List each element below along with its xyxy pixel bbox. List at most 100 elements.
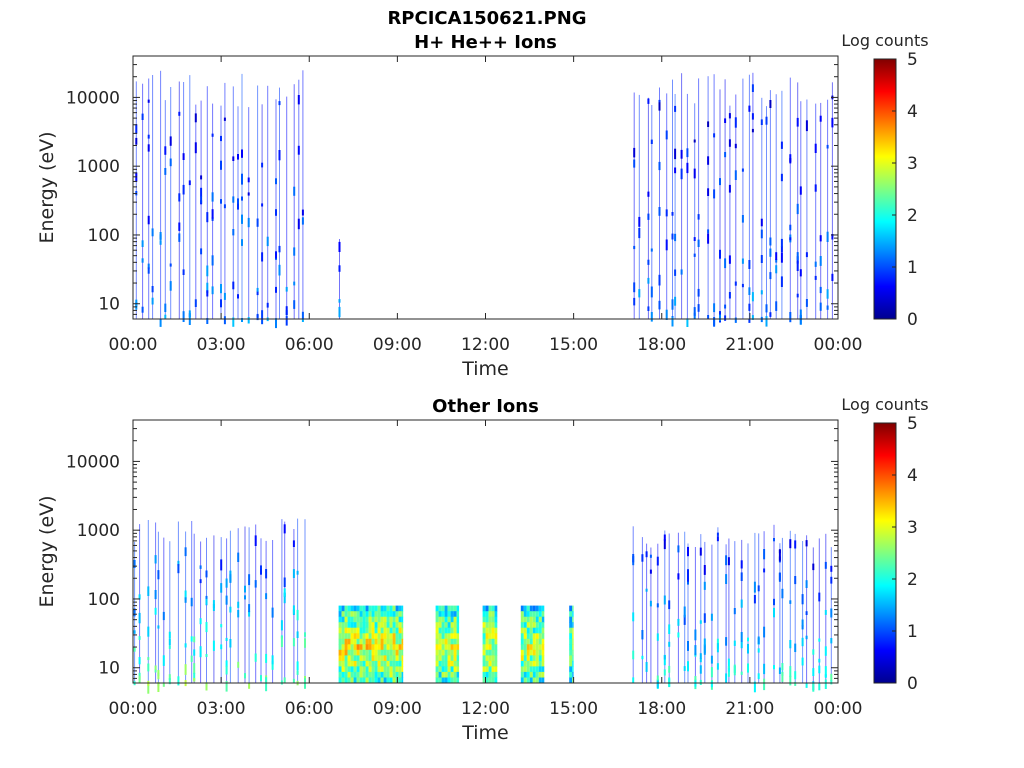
data-stripe bbox=[189, 75, 191, 319]
data-cell bbox=[395, 671, 399, 678]
data-cell bbox=[365, 677, 369, 684]
data-cell bbox=[453, 633, 457, 640]
data-blob bbox=[668, 624, 671, 634]
data-cell bbox=[374, 605, 378, 612]
data-cell bbox=[341, 622, 345, 629]
data-stripe bbox=[241, 73, 243, 320]
data-blob bbox=[162, 682, 165, 687]
data-cell bbox=[389, 638, 393, 645]
data-stripe bbox=[148, 78, 150, 319]
data-blob bbox=[133, 630, 136, 634]
data-cell bbox=[344, 605, 348, 612]
data-blob bbox=[241, 149, 243, 158]
figure-title: RPCICA150621.PNG bbox=[387, 8, 586, 29]
data-cell bbox=[441, 644, 445, 651]
data-cell bbox=[523, 627, 527, 634]
data-blob bbox=[805, 682, 808, 688]
data-blob bbox=[301, 209, 304, 216]
data-blob bbox=[225, 595, 228, 605]
data-blob bbox=[796, 261, 799, 271]
data-blob bbox=[668, 665, 671, 673]
data-blob bbox=[814, 275, 817, 280]
data-cell bbox=[447, 660, 451, 667]
data-blob bbox=[154, 665, 157, 670]
data-cell bbox=[485, 655, 489, 662]
data-blob bbox=[727, 557, 730, 566]
data-cell bbox=[398, 644, 402, 651]
data-cell bbox=[386, 633, 390, 640]
data-blob bbox=[147, 99, 150, 103]
data-cell bbox=[356, 666, 360, 673]
data-cell bbox=[389, 633, 393, 640]
data-blob bbox=[824, 646, 827, 656]
data-cell bbox=[386, 644, 390, 651]
data-cell bbox=[529, 644, 533, 651]
data-blob bbox=[283, 677, 286, 683]
data-cell bbox=[491, 622, 495, 629]
data-blob bbox=[133, 608, 136, 617]
y-tick-label: 10000 bbox=[66, 452, 120, 472]
data-blob bbox=[751, 128, 754, 133]
y-tick-label: 10 bbox=[98, 659, 120, 679]
data-blob bbox=[141, 240, 144, 247]
data-cell bbox=[541, 622, 545, 629]
data-cell bbox=[350, 616, 354, 623]
data-blob bbox=[283, 524, 286, 534]
data-blob bbox=[769, 100, 772, 108]
data-cell bbox=[392, 616, 396, 623]
data-blob bbox=[212, 604, 215, 611]
data-cell bbox=[441, 655, 445, 662]
data-cell bbox=[350, 622, 354, 629]
data-blob bbox=[757, 648, 760, 653]
data-cell bbox=[383, 633, 387, 640]
data-cell bbox=[535, 644, 539, 651]
data-blob bbox=[256, 218, 259, 227]
data-cell bbox=[365, 622, 369, 629]
data-cell bbox=[541, 644, 545, 651]
data-cell bbox=[569, 633, 573, 640]
data-cell bbox=[356, 611, 360, 618]
data-stripe bbox=[155, 522, 157, 683]
data-blob bbox=[765, 116, 768, 125]
data-cell bbox=[368, 605, 372, 612]
data-cell bbox=[488, 655, 492, 662]
data-cell bbox=[392, 605, 396, 612]
data-cell bbox=[371, 627, 375, 634]
data-blob bbox=[740, 599, 743, 608]
data-blob bbox=[265, 681, 268, 692]
x-tick-label: 21:00 bbox=[725, 699, 774, 719]
data-cell bbox=[456, 622, 460, 629]
data-stripe bbox=[195, 104, 197, 319]
data-cell bbox=[371, 677, 375, 684]
data-blob bbox=[796, 293, 799, 298]
data-blob bbox=[278, 264, 281, 276]
data-blob bbox=[707, 156, 710, 165]
data-blob bbox=[697, 239, 700, 247]
data-blob bbox=[656, 603, 659, 608]
data-blob bbox=[668, 641, 671, 647]
data-cell bbox=[362, 644, 366, 651]
colorbar-tick-label: 1 bbox=[907, 258, 918, 278]
data-blob bbox=[773, 607, 775, 618]
data-blob bbox=[789, 224, 792, 231]
data-stripe bbox=[687, 543, 689, 683]
data-cell bbox=[395, 633, 399, 640]
data-cell bbox=[350, 638, 354, 645]
data-cell bbox=[380, 649, 384, 656]
data-cell bbox=[523, 660, 527, 667]
data-cell bbox=[359, 638, 363, 645]
data-cell bbox=[398, 605, 402, 612]
data-blob bbox=[223, 316, 226, 325]
data-blob bbox=[182, 311, 185, 322]
data-stripe bbox=[169, 541, 171, 683]
data-blob bbox=[665, 309, 668, 320]
data-blob bbox=[184, 597, 187, 603]
data-blob bbox=[763, 682, 766, 691]
data-blob bbox=[789, 237, 792, 241]
data-cell bbox=[491, 649, 495, 656]
data-cell bbox=[401, 649, 404, 656]
data-cell bbox=[494, 644, 498, 651]
data-segment-6 bbox=[569, 605, 574, 684]
data-cell bbox=[482, 622, 486, 629]
